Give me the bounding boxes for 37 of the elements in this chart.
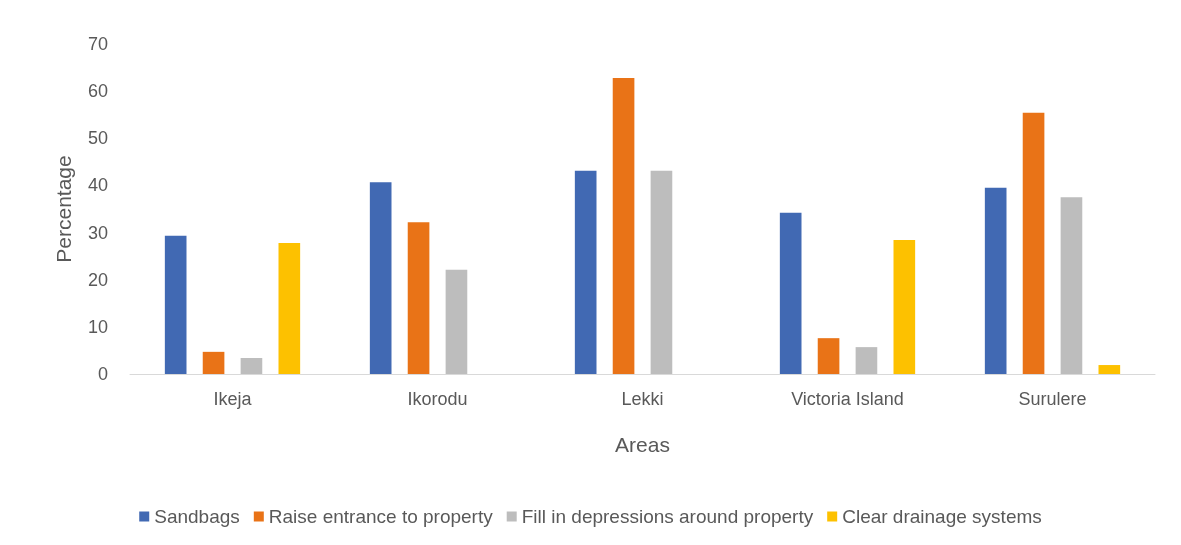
bar	[240, 357, 263, 374]
y-tick-label: 10	[87, 316, 108, 337]
bar	[1060, 197, 1083, 374]
bar	[893, 240, 916, 374]
x-axis-title: Areas	[615, 433, 670, 456]
legend-label: Raise entrance to property	[268, 506, 494, 527]
y-axis-title: Percentage	[52, 155, 75, 263]
x-tick-label: Ikorodu	[407, 389, 468, 409]
legend-label: Fill in depressions around property	[521, 506, 814, 527]
y-tick-label: 20	[87, 269, 108, 290]
y-tick-label: 60	[87, 81, 108, 102]
bar	[1098, 365, 1121, 374]
y-tick-label: 70	[87, 34, 108, 54]
bar	[278, 242, 301, 374]
bar	[855, 347, 878, 374]
legend-label: Sandbags	[154, 506, 240, 527]
bar	[574, 170, 597, 374]
bar	[1022, 112, 1045, 374]
bar	[202, 351, 225, 374]
bar	[779, 212, 802, 374]
x-tick-label: Surulere	[1018, 389, 1087, 409]
y-tick-label: 40	[87, 175, 108, 196]
bar	[817, 338, 840, 374]
bar	[164, 235, 187, 374]
bar	[407, 222, 430, 374]
bar	[445, 269, 468, 374]
y-tick-label: 30	[87, 222, 108, 243]
y-tick-label: 50	[87, 128, 108, 149]
legend-label: Clear drainage systems	[842, 506, 1042, 527]
bar	[612, 77, 635, 374]
x-tick-label: Lekki	[621, 389, 664, 409]
bar	[650, 170, 673, 374]
y-tick-label: 0	[97, 364, 108, 384]
bar	[369, 182, 392, 374]
bar	[984, 187, 1007, 374]
x-tick-label: Victoria Island	[791, 389, 904, 409]
x-tick-label: Ikeja	[213, 389, 253, 409]
